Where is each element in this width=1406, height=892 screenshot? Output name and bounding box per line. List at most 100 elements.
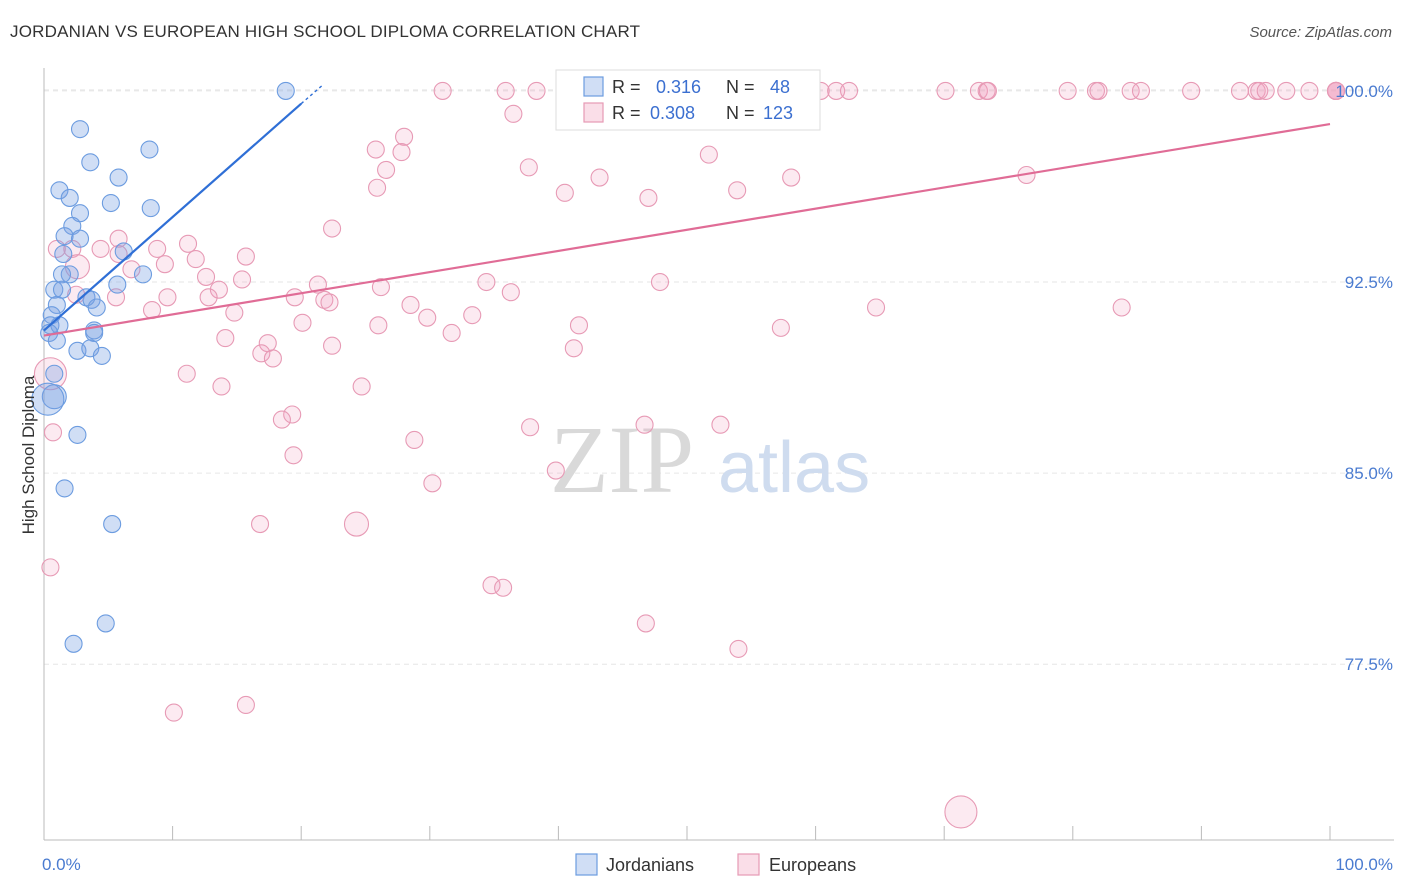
europeans-point [555,183,574,202]
europeans-point [423,474,442,493]
europeans-point [368,178,387,197]
legend-n-value-1: 48 [770,77,790,97]
europeans-point [395,127,414,146]
stats-legend-box [555,69,821,131]
series-legend-europeans: Europeans [769,855,856,875]
y-tick-label: 92.5% [1345,273,1393,292]
europeans-point [209,280,228,299]
europeans-point [519,158,538,177]
europeans-point [418,308,437,327]
europeans-point [250,515,270,534]
europeans-point [401,295,420,315]
europeans-point [546,461,565,480]
europeans-point [442,323,461,343]
legend-swatch-pink [583,102,604,123]
europeans-point [225,303,244,322]
jordanians-point [140,140,159,159]
jordanians-point [50,181,69,200]
watermark-atlas: atlas [718,428,870,508]
europeans-point [158,288,177,307]
europeans-point [839,81,859,100]
europeans-point [212,377,231,396]
series-legend: Jordanians Europeans [575,853,856,876]
europeans-point [521,418,540,437]
europeans-point [1121,81,1140,100]
europeans-point [164,703,183,722]
europeans-point [496,81,515,100]
y-tick-labels: 100.0% 92.5% 85.0% 77.5% [1335,82,1393,674]
legend-swatch-blue [583,76,604,97]
europeans-point [263,349,282,368]
europeans-point [650,272,670,292]
jordanians-point [64,634,83,653]
trend-lines [43,85,1331,337]
europeans-point [501,283,520,302]
jordanians-point [60,188,79,207]
europeans-point [91,239,110,258]
europeans-point [377,160,396,179]
europeans-point [482,576,501,595]
jordanians-point [60,265,79,284]
jordanians-point [96,614,115,633]
europeans-point [1058,81,1077,100]
europeans-point [405,430,424,450]
jordanians-trend-line [43,102,302,332]
europeans-point [199,288,218,307]
europeans-point [728,181,747,200]
x-tick-label-min: 0.0% [42,855,81,874]
jordanians-point [47,295,66,315]
y-tick-label: 77.5% [1345,655,1393,674]
europeans-point [186,250,205,269]
jordanians-point [54,244,73,264]
europeans-point [293,313,312,332]
europeans-point [433,81,452,100]
europeans-point [41,558,60,577]
europeans-point [944,795,978,829]
europeans-point [369,316,388,335]
europeans-point [1277,81,1296,100]
source-note: Source: ZipAtlas.com [1249,24,1392,41]
europeans-point [392,143,411,162]
y-axis-label: High School Diploma [19,375,38,534]
watermark: ZIP atlas [550,406,870,513]
series-legend-swatch-jordanians [575,853,598,876]
europeans-trend-line [43,122,1331,337]
europeans-point [283,405,302,424]
jordanians-point [68,425,87,444]
europeans-point [978,81,997,100]
europeans-point [1182,81,1201,100]
jordanians-point [55,479,74,498]
europeans-point [729,639,748,658]
europeans-point [504,104,523,123]
europeans-point [236,695,255,715]
jordanians-point [276,81,295,100]
europeans-point [285,288,304,307]
europeans-point [866,298,886,317]
europeans-point [320,293,339,312]
europeans-point [477,272,496,292]
chart-title: JORDANIAN VS EUROPEAN HIGH SCHOOL DIPLOM… [10,22,641,41]
europeans-point [315,290,334,309]
y-tick-label: 100.0% [1335,82,1393,101]
europeans-point [352,377,371,396]
europeans-point [236,247,255,266]
europeans-point [1112,298,1131,317]
europeans-point [1256,81,1275,100]
europeans-point [639,188,658,207]
europeans-point [1250,81,1269,100]
jordanians-point [52,265,72,284]
jordanians-point [141,199,160,218]
legend-r-label-2: R = [612,103,641,123]
jordanians-points [31,81,295,653]
axes [43,68,1394,841]
legend-n-value-2: 123 [763,103,793,123]
europeans-point [122,260,141,279]
europeans-point [323,336,342,355]
jordanians-point [114,242,133,261]
legend-r-value-2: 0.308 [650,103,695,123]
europeans-point [1300,81,1319,100]
europeans-point [463,306,482,325]
gridlines [44,89,1380,665]
legend-r-label-1: R = [612,77,641,97]
